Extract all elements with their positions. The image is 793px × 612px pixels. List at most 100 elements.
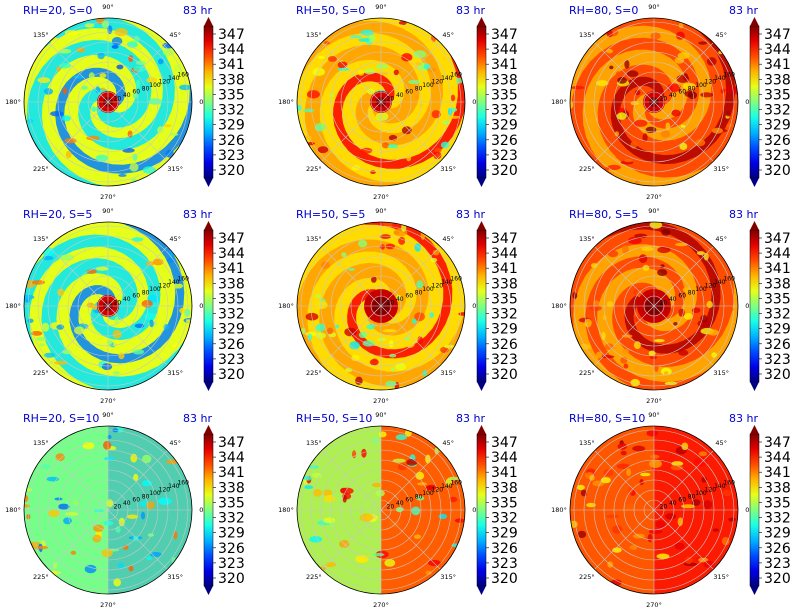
colorbar-tick-label: 329 [218, 526, 245, 542]
colorbar-tick-label: 338 [764, 276, 791, 292]
angle-tick-label: 270° [646, 397, 662, 405]
convective-cell [646, 429, 659, 437]
convective-cell [616, 112, 627, 120]
convective-cell [149, 319, 154, 328]
panel-title: RH=20, S=5 [23, 208, 92, 221]
convective-cell [65, 512, 79, 516]
convective-cell [389, 340, 394, 348]
convective-cell [449, 496, 458, 503]
panel-time: 83 hr [729, 412, 758, 425]
convective-cell [358, 239, 368, 248]
radial-tick-label: 100 [695, 490, 707, 497]
angle-tick-label: 225° [579, 165, 595, 173]
colorbar-tick-label: 320 [218, 163, 245, 179]
colorbar-tick-label: 326 [764, 541, 791, 557]
grid-spoke [594, 450, 655, 511]
convective-cell [417, 336, 423, 345]
colorbar-tick-label: 329 [764, 322, 791, 338]
colorbar-extend-min [477, 382, 486, 391]
radial-tick-label: 40 [669, 296, 677, 303]
convective-cell [711, 127, 724, 134]
convective-cell [317, 146, 329, 154]
convective-cell [694, 457, 707, 467]
convective-cell [329, 93, 335, 98]
colorbar-tick-label: 329 [491, 526, 518, 542]
convective-cell [131, 237, 144, 242]
convective-cell [675, 242, 688, 247]
convective-cell [406, 459, 418, 466]
angle-tick-label: 45° [442, 235, 454, 243]
convective-cell [323, 517, 336, 524]
radial-tick-label: 100 [695, 82, 707, 89]
convective-cell [93, 524, 104, 532]
convective-cell [626, 468, 631, 477]
angle-tick-label: 225° [579, 573, 595, 581]
angle-tick-label: 45° [442, 31, 454, 39]
convective-cell [398, 236, 406, 245]
colorbar-tick-label: 347 [491, 231, 518, 247]
convective-cell [600, 477, 611, 484]
convective-cell [95, 86, 101, 94]
colorbar-scale [749, 229, 760, 383]
colorbar-tick-label: 344 [764, 246, 791, 262]
convective-cell [641, 246, 654, 252]
colorbar-scale [203, 229, 214, 383]
convective-cell [411, 506, 421, 516]
convective-cell [712, 528, 720, 532]
angle-tick-label: 90° [375, 411, 387, 419]
convective-cell [624, 59, 630, 69]
convective-cell [626, 70, 639, 77]
convective-cell [682, 287, 692, 293]
convective-cell [592, 480, 605, 487]
convective-cell [56, 66, 61, 72]
radial-tick-label: 60 [678, 293, 686, 300]
angle-tick-label: 225° [33, 573, 49, 581]
colorbar-tick-label: 323 [764, 352, 791, 368]
grid-spoke [107, 305, 168, 366]
convective-cell [622, 245, 629, 254]
convective-cell [657, 269, 668, 276]
angle-tick-label: 180° [278, 302, 294, 310]
radial-tick-label: 140 [714, 483, 726, 490]
convective-cell [454, 518, 465, 523]
angle-tick-label: 225° [33, 369, 49, 377]
colorbar-tick-label: 344 [491, 42, 518, 58]
convective-cell [414, 534, 421, 539]
convective-cell [678, 308, 685, 317]
radial-tick-label: 120 [705, 79, 717, 86]
colorbar-extend-max [477, 425, 486, 434]
convective-cell [62, 87, 67, 95]
convective-cell [616, 463, 631, 469]
convective-cell [389, 353, 397, 358]
convective-cell [92, 534, 102, 543]
convective-cell [368, 34, 376, 43]
colorbar-tick-label: 320 [764, 367, 791, 383]
convective-cell [91, 106, 96, 112]
convective-cell [632, 445, 646, 452]
convective-cell [603, 469, 614, 477]
radial-tick-label: 20 [660, 504, 668, 511]
convective-cell [84, 564, 97, 574]
angle-tick-label: 90° [648, 411, 660, 419]
grid-spoke [321, 305, 382, 366]
convective-cell [345, 367, 353, 373]
convective-cell [133, 473, 139, 482]
polar-frame [23, 425, 193, 595]
angle-tick-label: 180° [551, 302, 567, 310]
convective-cell [387, 144, 399, 149]
convective-cell [674, 57, 685, 64]
angle-tick-label: 135° [33, 31, 49, 39]
convective-cell [634, 233, 648, 239]
radial-tick-label: 100 [149, 82, 161, 89]
colorbar-tick-label: 335 [764, 495, 791, 511]
convective-cell [71, 495, 80, 502]
colorbar-tick-label: 320 [491, 367, 518, 383]
convective-cell [313, 489, 322, 497]
convective-cell [27, 488, 33, 492]
grid-spoke [48, 450, 109, 511]
grid-spoke [48, 246, 109, 307]
convective-cell [620, 357, 628, 364]
